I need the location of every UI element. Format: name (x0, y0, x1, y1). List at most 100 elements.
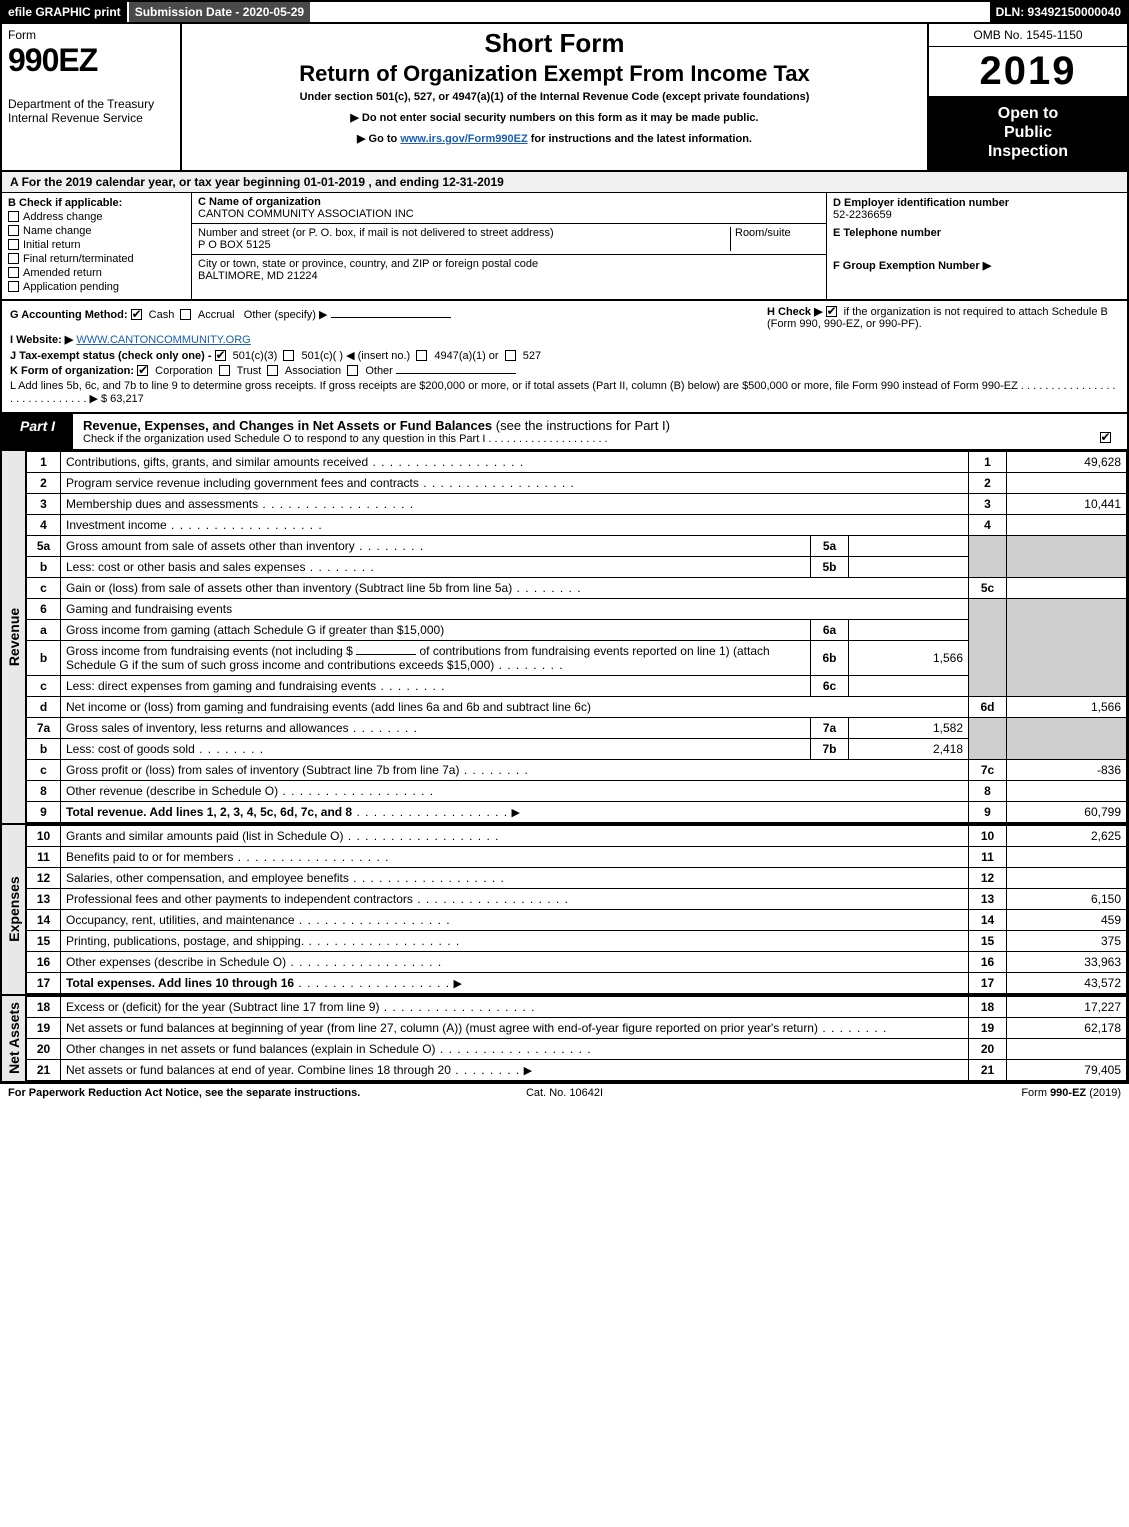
header-right: OMB No. 1545-1150 2019 Open to Public In… (927, 24, 1127, 170)
g-other-input[interactable] (331, 317, 451, 318)
dept-label: Department of the Treasury (8, 97, 174, 111)
line-5c: cGain or (loss) from sale of assets othe… (27, 577, 1127, 598)
line-15: 15Printing, publications, postage, and s… (27, 930, 1127, 951)
ck-initial-return[interactable] (8, 239, 19, 250)
6b-blank[interactable] (356, 654, 416, 655)
ck-part1-schedule-o[interactable] (1100, 432, 1111, 443)
irs-label: Internal Revenue Service (8, 111, 174, 125)
k-label: K Form of organization: (10, 365, 134, 377)
part1-sub: Check if the organization used Schedule … (83, 433, 1077, 445)
expenses-label: Expenses (2, 825, 26, 994)
ck-address-change[interactable] (8, 211, 19, 222)
addr-label: Number and street (or P. O. box, if mail… (198, 227, 554, 239)
ck-lbl-5: Application pending (23, 281, 119, 293)
part1-tag: Part I (2, 414, 73, 449)
g-label: G Accounting Method: (10, 309, 128, 321)
form-id: 990EZ (8, 42, 174, 79)
city-value: BALTIMORE, MD 21224 (198, 270, 318, 282)
instruct2-post: for instructions and the latest informat… (528, 133, 752, 145)
row-l: L Add lines 5b, 6c, and 7b to line 9 to … (10, 380, 1119, 405)
ck-lbl-1: Name change (23, 225, 92, 237)
line-8: 8Other revenue (describe in Schedule O)8 (27, 780, 1127, 801)
room-label: Room/suite (735, 227, 791, 239)
irs-link[interactable]: www.irs.gov/Form990EZ (400, 133, 527, 145)
footer-form: 990-EZ (1050, 1087, 1086, 1099)
form-header: Form 990EZ Department of the Treasury In… (0, 24, 1129, 172)
line-12: 12Salaries, other compensation, and empl… (27, 867, 1127, 888)
j-label: J Tax-exempt status (check only one) - (10, 350, 212, 362)
tri-9: ▶ (511, 807, 519, 819)
row-k: K Form of organization: Corporation Trus… (10, 365, 1119, 377)
dln-label: DLN: 93492150000040 (990, 2, 1127, 22)
netassets-table: 18Excess or (deficit) for the year (Subt… (26, 996, 1127, 1081)
j-4947: 4947(a)(1) or (434, 350, 498, 362)
ck-trust[interactable] (219, 365, 230, 376)
ck-other-org[interactable] (347, 365, 358, 376)
h-label: H Check ▶ (767, 306, 823, 318)
footer-left: For Paperwork Reduction Act Notice, see … (8, 1087, 379, 1099)
line-2: 2Program service revenue including gover… (27, 472, 1127, 493)
row-g: G Accounting Method: Cash Accrual Other … (10, 308, 759, 327)
ck-amended-return[interactable] (8, 267, 19, 278)
ck-assoc[interactable] (267, 365, 278, 376)
line-9-desc: Total revenue. Add lines 1, 2, 3, 4, 5c,… (66, 805, 352, 819)
box-b: B Check if applicable: Address change Na… (2, 193, 192, 299)
revenue-table: 1Contributions, gifts, grants, and simil… (26, 451, 1127, 823)
ck-lbl-0: Address change (23, 211, 103, 223)
ck-accrual[interactable] (180, 309, 191, 320)
ck-cash[interactable] (131, 309, 142, 320)
ck-527[interactable] (505, 350, 516, 361)
addr-value: P O BOX 5125 (198, 239, 271, 251)
title-return: Return of Organization Exempt From Incom… (188, 61, 921, 87)
netassets-label: Net Assets (2, 996, 26, 1081)
header-left: Form 990EZ Department of the Treasury In… (2, 24, 182, 170)
open3: Inspection (933, 142, 1123, 161)
ck-corp[interactable] (137, 365, 148, 376)
line-17: 17Total expenses. Add lines 10 through 1… (27, 972, 1127, 993)
efile-label[interactable]: efile GRAPHIC print (2, 2, 127, 22)
topbar-spacer (310, 2, 989, 22)
box-cde: C Name of organization CANTON COMMUNITY … (192, 193, 1127, 299)
i-label: I Website: ▶ (10, 334, 73, 346)
k-other-input[interactable] (396, 373, 516, 374)
ck-4947[interactable] (416, 350, 427, 361)
line-7c: cGross profit or (loss) from sales of in… (27, 759, 1127, 780)
instruct-url: ▶ Go to www.irs.gov/Form990EZ for instru… (188, 132, 921, 145)
line-3: 3Membership dues and assessments310,441 (27, 493, 1127, 514)
title-short-form: Short Form (188, 28, 921, 59)
website-link[interactable]: WWW.CANTONCOMMUNITY.ORG (76, 334, 250, 346)
line-1: 1Contributions, gifts, grants, and simil… (27, 451, 1127, 472)
expenses-table: 10Grants and similar amounts paid (list … (26, 825, 1127, 994)
g-accrual: Accrual (198, 309, 235, 321)
line-18: 18Excess or (deficit) for the year (Subt… (27, 996, 1127, 1017)
page-footer: For Paperwork Reduction Act Notice, see … (0, 1083, 1129, 1102)
line-5b: bLess: cost or other basis and sales exp… (27, 556, 1127, 577)
ck-name-change[interactable] (8, 225, 19, 236)
j-527: 527 (523, 350, 541, 362)
line-4: 4Investment income4 (27, 514, 1127, 535)
line-9: 9Total revenue. Add lines 1, 2, 3, 4, 5c… (27, 801, 1127, 822)
line-7a: 7aGross sales of inventory, less returns… (27, 717, 1127, 738)
open1: Open to (933, 104, 1123, 123)
tax-year: 2019 (929, 47, 1127, 96)
ck-lbl-4: Amended return (23, 267, 102, 279)
ck-application-pending[interactable] (8, 281, 19, 292)
line-6c: cLess: direct expenses from gaming and f… (27, 675, 1127, 696)
top-bar: efile GRAPHIC print Submission Date - 20… (0, 0, 1129, 24)
ck-501c3[interactable] (215, 350, 226, 361)
ck-final-return[interactable] (8, 253, 19, 264)
open2: Public (933, 123, 1123, 142)
d-label: D Employer identification number (833, 197, 1121, 209)
expenses-section: Expenses 10Grants and similar amounts pa… (0, 825, 1129, 996)
line-5a: 5aGross amount from sale of assets other… (27, 535, 1127, 556)
line-6: 6Gaming and fundraising events (27, 598, 1127, 619)
tri-21: ▶ (524, 1065, 532, 1077)
line-16: 16Other expenses (describe in Schedule O… (27, 951, 1127, 972)
c-label: C Name of organization (198, 196, 321, 208)
ck-501c[interactable] (283, 350, 294, 361)
ck-lbl-3: Final return/terminated (23, 253, 134, 265)
part1-title-note: (see the instructions for Part I) (496, 418, 670, 433)
ck-schedule-b[interactable] (826, 306, 837, 317)
j-501c: 501(c)( ) ◀ (insert no.) (301, 350, 410, 362)
footer-right: Form 990-EZ (2019) (750, 1087, 1121, 1099)
